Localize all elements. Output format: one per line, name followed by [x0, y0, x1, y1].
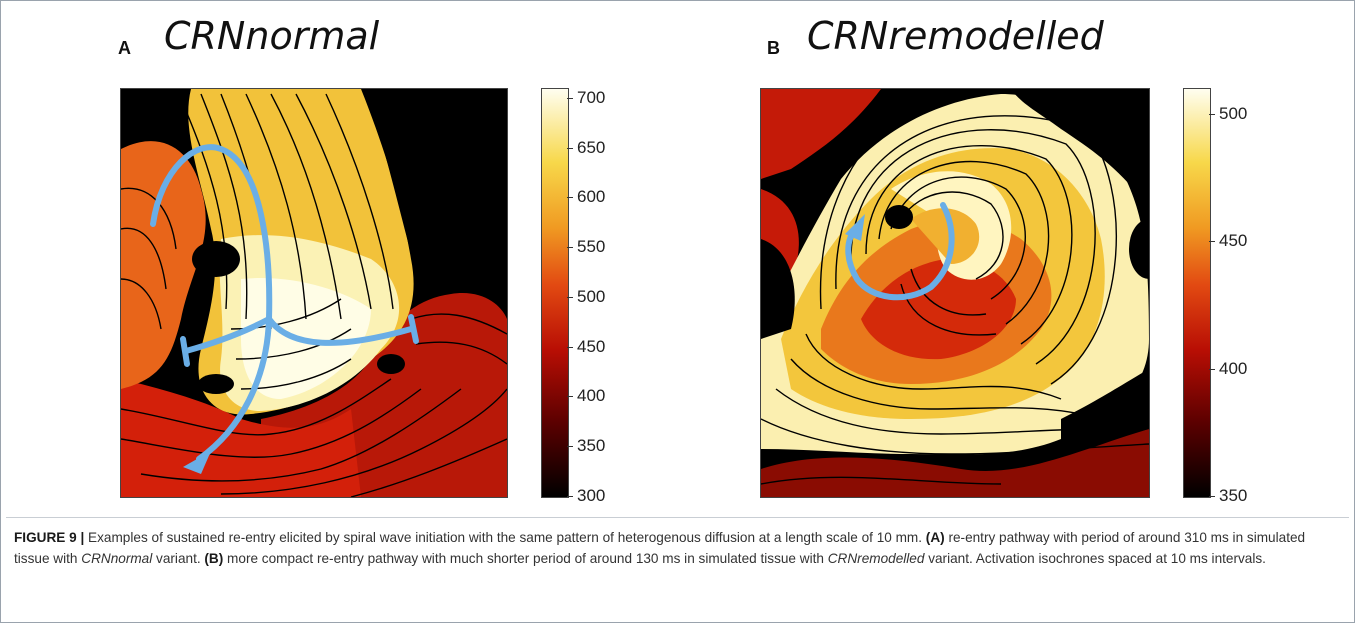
panel-b-map-graphic: [761, 89, 1149, 497]
colorbar-tick-label: 450: [577, 337, 606, 356]
caption-text-4: more compact re-entry pathway with much …: [223, 551, 828, 566]
caption-ref-b: (B): [204, 551, 224, 566]
caption-ref-a: (A): [925, 530, 945, 545]
caption-text-3: variant.: [152, 551, 205, 566]
panel-b-colorbar: [1183, 88, 1211, 498]
colorbar-tick-mark: [567, 98, 573, 99]
colorbar-tick-mark: [1209, 241, 1215, 242]
colorbar-tick-mark: [1209, 114, 1215, 115]
colorbar-tick-label: 350: [577, 436, 606, 455]
colorbar-tick-label: 650: [577, 138, 606, 157]
panel-b-title: CRNremodelled: [807, 14, 1104, 58]
colorbar-tick-label: 550: [577, 237, 606, 256]
colorbar-tick-mark: [1209, 496, 1215, 497]
caption-separator: [6, 517, 1349, 518]
colorbar-tick-label: 500: [577, 287, 606, 306]
colorbar-tick-label: 500: [1219, 104, 1248, 123]
panel-a-letter: A: [118, 38, 131, 58]
panel-a-title: CRNnormal: [164, 14, 380, 58]
caption-text-5: variant. Activation isochrones spaced at…: [924, 551, 1266, 566]
colorbar-tick-mark: [567, 396, 573, 397]
colorbar-tick-mark: [567, 446, 573, 447]
colorbar-tick-label: 300: [577, 486, 606, 505]
colorbar-tick-label: 450: [1219, 231, 1248, 250]
panel-a-activation-map: [120, 88, 508, 498]
figure-caption: FIGURE 9 | Examples of sustained re-entr…: [14, 527, 1339, 569]
panel-b-activation-map: [760, 88, 1150, 498]
caption-label: FIGURE 9 |: [14, 530, 85, 545]
caption-text-2: re-entry pathway with period of around 3…: [14, 530, 1306, 566]
panel-a-map-graphic: [121, 89, 507, 497]
colorbar-tick-label: 350: [1219, 486, 1248, 505]
colorbar-tick-mark: [567, 297, 573, 298]
colorbar-tick-label: 400: [577, 386, 606, 405]
colorbar-tick-label: 700: [577, 88, 606, 107]
panel-a-colorbar: [541, 88, 569, 498]
colorbar-tick-mark: [567, 347, 573, 348]
colorbar-tick-mark: [567, 496, 573, 497]
colorbar-tick-mark: [567, 148, 573, 149]
colorbar-tick-mark: [567, 197, 573, 198]
panel-b-letter: B: [767, 38, 780, 58]
caption-variant-a: CRNnormal: [81, 551, 153, 566]
colorbar-tick-label: 400: [1219, 359, 1248, 378]
caption-text-1: Examples of sustained re-entry elicited …: [84, 530, 926, 545]
colorbar-tick-mark: [567, 247, 573, 248]
colorbar-tick-mark: [1209, 369, 1215, 370]
colorbar-tick-label: 600: [577, 187, 606, 206]
caption-variant-b: CRNremodelled: [827, 551, 925, 566]
